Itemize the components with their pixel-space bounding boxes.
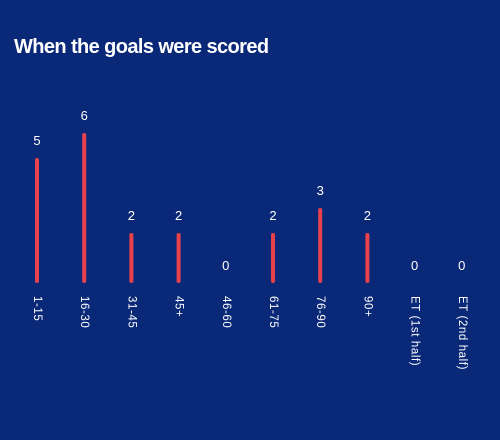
bar-61-75 [271, 233, 275, 283]
bar-1-15 [35, 158, 39, 283]
value-label: 6 [81, 108, 88, 123]
value-label: 0 [411, 258, 418, 273]
category-label: 76-90 [314, 296, 326, 328]
category-label: 45+ [173, 296, 185, 317]
bar-31-45 [129, 233, 134, 283]
category-label: 46-60 [220, 296, 232, 328]
bar-90+ [365, 233, 370, 283]
bar-76-90 [318, 208, 323, 283]
bar-16-30 [82, 133, 87, 283]
category-label: 61-75 [267, 296, 279, 328]
value-label: 2 [269, 208, 276, 223]
value-label: 0 [222, 258, 229, 273]
value-label: 2 [175, 208, 182, 223]
value-label: 2 [128, 208, 135, 223]
category-label: ET (1st half) [409, 296, 421, 366]
category-label: 31-45 [125, 296, 137, 328]
value-label: 2 [364, 208, 371, 223]
value-label: 5 [33, 133, 40, 148]
chart-title: When the goals were scored [14, 36, 269, 58]
value-label: 3 [317, 183, 324, 198]
category-label: 16-30 [78, 296, 90, 328]
bar-45+ [176, 233, 181, 283]
value-label: 0 [458, 258, 465, 273]
category-label: 90+ [361, 296, 373, 317]
category-label: ET (2nd half) [456, 296, 468, 370]
category-label: 1-15 [31, 296, 43, 321]
